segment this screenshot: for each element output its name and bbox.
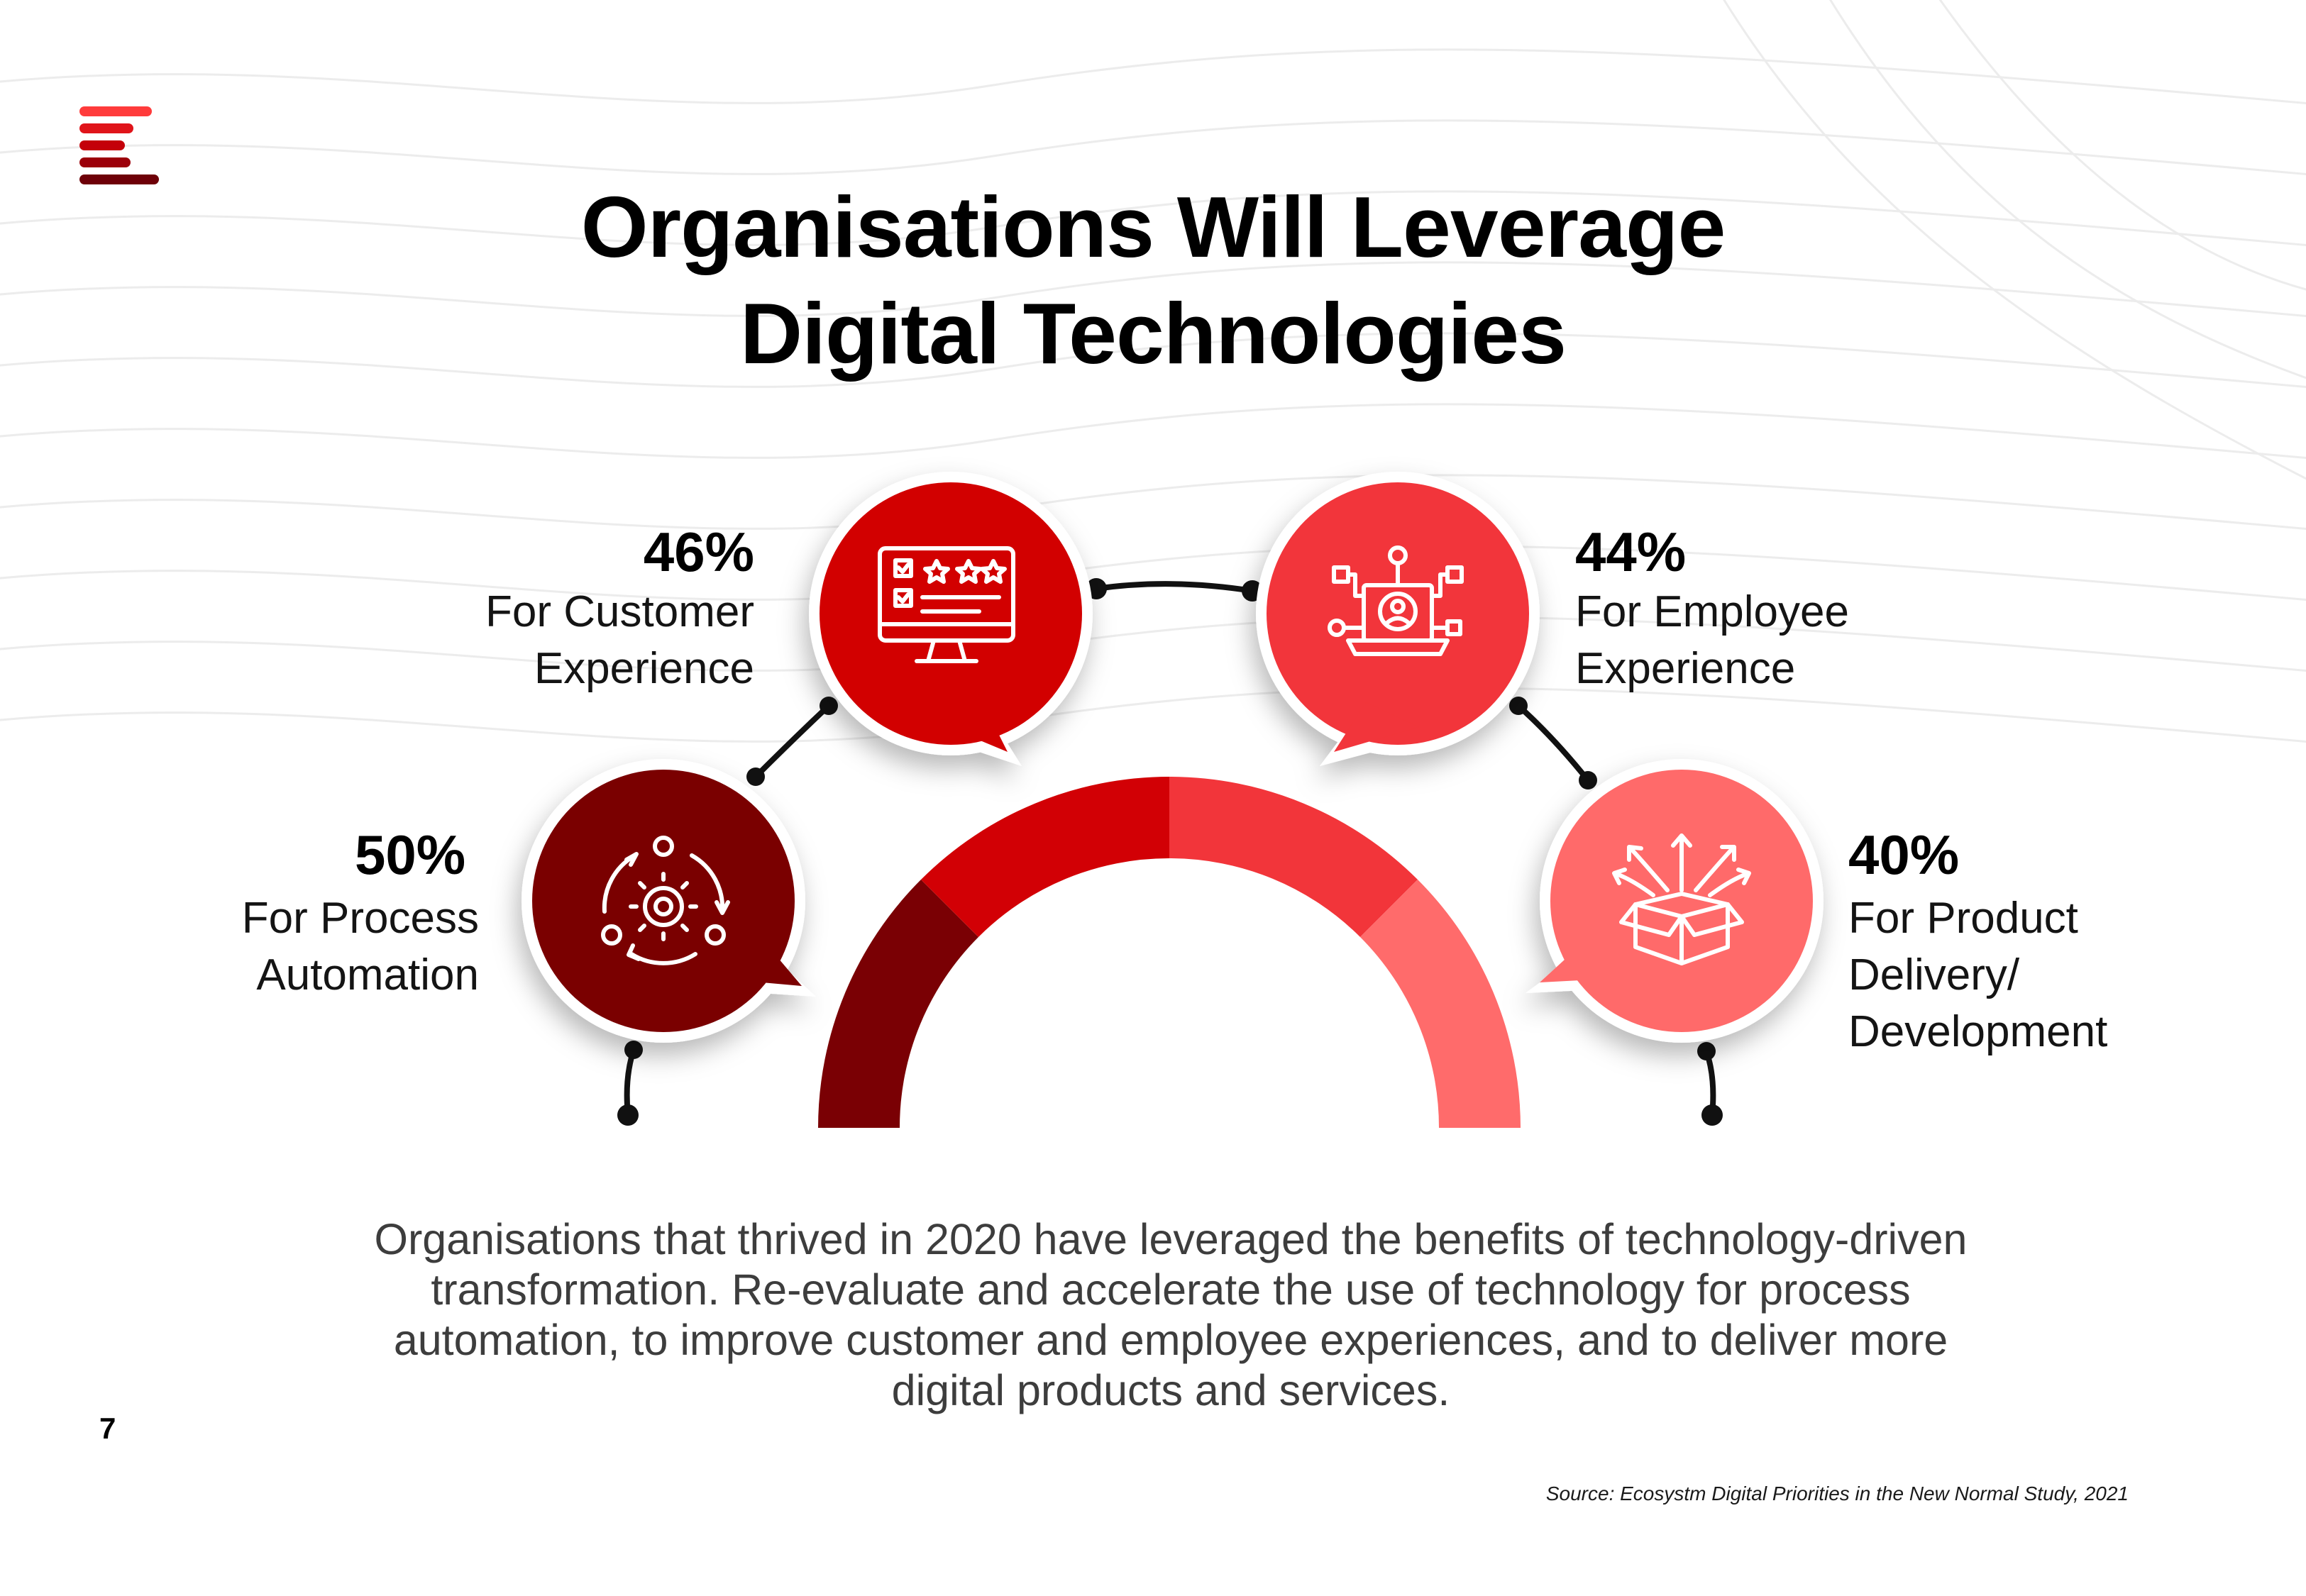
gauge-segment-employee-experience xyxy=(1169,777,1418,937)
bubble-customer-experience xyxy=(809,472,1093,766)
employee-experience-label: For Employee Experience xyxy=(1575,587,1849,693)
process-automation-percent: 50% xyxy=(355,824,466,886)
summary-paragraph: Organisations that thrived in 2020 have … xyxy=(374,1215,1968,1414)
gauge-segment-process-automation xyxy=(818,880,978,1128)
title-line-2: Digital Technologies xyxy=(740,285,1567,382)
page-title: Organisations Will Leverage Digital Tech… xyxy=(0,174,2306,387)
source-citation: Source: Ecosystm Digital Priorities in t… xyxy=(1545,1483,2129,1504)
process-automation-icon xyxy=(601,836,730,965)
employee-experience-percent: 44% xyxy=(1575,521,1687,583)
laptop-network-icon xyxy=(1328,545,1464,656)
monitor-rating-icon xyxy=(878,546,1015,663)
customer-experience-percent: 46% xyxy=(643,521,754,583)
title-line-1: Organisations Will Leverage xyxy=(580,179,1726,275)
customer-experience-label: For Customer Experience xyxy=(485,587,754,693)
product-delivery-label: For Product Delivery/ Development xyxy=(1848,894,2108,1056)
ecosystm-logo xyxy=(79,106,159,184)
product-delivery-percent: 40% xyxy=(1848,824,1960,886)
half-donut-gauge xyxy=(818,777,1521,1128)
process-automation-label: For Process Automation xyxy=(241,894,479,999)
page-number: 7 xyxy=(99,1412,116,1445)
gauge-segment-product-delivery xyxy=(1360,880,1521,1128)
open-box-icon xyxy=(1612,833,1751,965)
gauge-segment-customer-experience xyxy=(921,777,1169,937)
bubble-product-delivery xyxy=(1526,759,1824,1043)
